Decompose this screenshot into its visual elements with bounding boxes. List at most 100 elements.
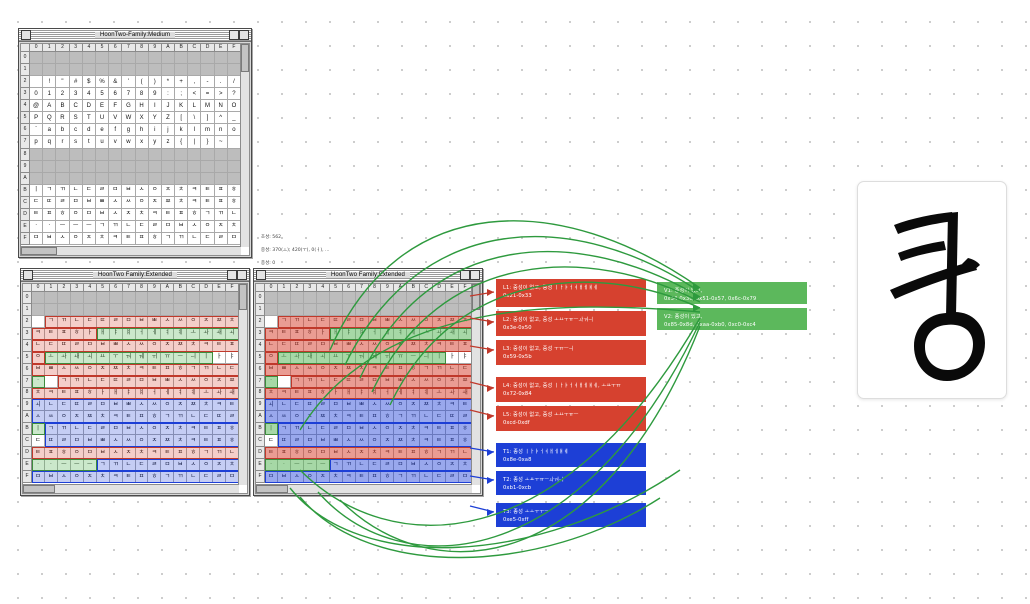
grid-cell[interactable]: ㅏ [446, 351, 460, 364]
grid-cell[interactable]: + [175, 76, 189, 89]
vertical-scrollbar-extended-middle[interactable] [471, 284, 480, 485]
grid-cell[interactable] [148, 64, 162, 77]
grid-cell[interactable]: ㄱ [277, 423, 291, 436]
grid-cell[interactable]: ㄴ [70, 423, 84, 436]
grid-cell[interactable]: ㅌ [44, 327, 58, 340]
window-close-button[interactable] [23, 270, 33, 280]
grid-cell[interactable]: ㅂ [407, 459, 421, 472]
grid-cell[interactable] [95, 172, 110, 185]
grid-row-header[interactable]: E [23, 459, 32, 472]
grid-cell[interactable]: ㅉ [420, 399, 434, 412]
grid-cell[interactable] [135, 52, 149, 65]
grid-cell[interactable]: ㄱ [57, 375, 71, 388]
grid-cell[interactable]: ㅅ [56, 232, 70, 245]
grid-cell[interactable]: y [148, 136, 162, 149]
grid-cell[interactable]: ㅊ [122, 363, 136, 376]
grid-cell[interactable]: ㄹ [122, 375, 136, 388]
grid-cell[interactable]: ㅗ [420, 327, 434, 340]
grid-cell[interactable] [277, 375, 291, 388]
grid-cell[interactable]: ㄸ [70, 399, 84, 412]
grid-cell[interactable] [420, 292, 434, 304]
grid-cell[interactable] [70, 292, 84, 304]
grid-cell[interactable]: ㅎ [56, 208, 70, 221]
grid-cell[interactable]: ㅇ [70, 471, 84, 483]
grid-cell[interactable]: ㅅ [135, 423, 149, 436]
grid-cell[interactable] [175, 172, 189, 185]
grid-row-header[interactable]: A [21, 172, 30, 185]
grid-cell[interactable] [122, 64, 136, 77]
grid-cell[interactable]: ㅖ [420, 387, 434, 400]
grid-cell[interactable]: ㅇ [303, 447, 317, 460]
grid-cell[interactable]: ㅂ [368, 315, 382, 328]
grid-cell[interactable] [433, 303, 447, 316]
grid-cell[interactable]: ㅇ [69, 208, 83, 221]
grid-col-header[interactable]: 0 [32, 284, 45, 292]
grid-cell[interactable]: ㄹ [316, 399, 330, 412]
grid-col-header[interactable]: 6 [109, 284, 123, 292]
grid-cell[interactable]: ㅇ [32, 351, 45, 364]
grid-cell[interactable]: ㄹ [148, 220, 162, 233]
grid-cell[interactable]: ㅇ [381, 423, 395, 436]
grid-cell[interactable]: ㄷ [201, 232, 215, 245]
grid-cell[interactable]: ㅂ [95, 208, 110, 221]
grid-cell[interactable]: e [95, 124, 110, 137]
grid-cell[interactable]: ㅊ [433, 399, 447, 412]
grid-cell[interactable]: ㅌ [148, 363, 162, 376]
grid-cell[interactable] [30, 172, 44, 185]
grid-cell[interactable]: ㄹ [148, 459, 162, 472]
grid-cell[interactable]: ㄴ [213, 363, 227, 376]
grid-cell[interactable]: ㅂ [122, 423, 136, 436]
grid-cell[interactable]: ㄲ [56, 184, 70, 197]
grid-cell[interactable]: = [201, 88, 215, 101]
grid-cell[interactable]: ㅃ [109, 339, 123, 352]
grid-cell[interactable] [381, 303, 395, 316]
grid-cell[interactable]: ㅎ [187, 447, 201, 460]
grid-cell[interactable]: ㅂ [174, 459, 188, 472]
grid-cell[interactable]: H [135, 100, 149, 113]
grid-cell[interactable]: ㅊ [187, 339, 201, 352]
grid-cell[interactable]: ㅈ [446, 459, 460, 472]
grid-cell[interactable] [290, 303, 304, 316]
grid-cell[interactable]: ㅌ [32, 447, 45, 460]
grid-cell[interactable] [30, 160, 44, 173]
grid-cell[interactable]: ㄹ [83, 399, 97, 412]
grid-cell[interactable]: ㅐ [342, 387, 356, 400]
grid-cell[interactable]: ㅌ [265, 447, 278, 460]
grid-cell[interactable]: ㅟ [148, 351, 162, 364]
grid-cell[interactable]: ㄹ [303, 339, 317, 352]
grid-cell[interactable]: ㅃ [355, 399, 369, 412]
grid-row-header[interactable]: 0 [256, 292, 265, 304]
grid-cell[interactable]: ㄴ [69, 184, 83, 197]
grid-col-header[interactable]: 8 [135, 284, 149, 292]
grid-cell[interactable]: ㅋ [200, 339, 214, 352]
grid-cell[interactable]: ㅡ [69, 220, 83, 233]
grid-cell[interactable]: B [56, 100, 70, 113]
grid-cell[interactable]: ㅈ [394, 339, 408, 352]
grid-cell[interactable]: ㄸ [342, 375, 356, 388]
grid-cell[interactable]: ㅖ [407, 327, 421, 340]
grid-cell[interactable]: ㅚ [32, 399, 45, 412]
grid-cell[interactable]: ㅍ [70, 387, 84, 400]
grid-cell[interactable] [213, 292, 227, 304]
grid-cell[interactable]: ㄹ [57, 435, 71, 448]
grid-cell[interactable]: i [148, 124, 162, 137]
grid-cell[interactable]: ㅌ [161, 447, 175, 460]
grid-cell[interactable] [43, 172, 57, 185]
grid-cell[interactable]: ㅊ [329, 471, 343, 483]
grid-cell[interactable]: ㅡ [407, 351, 421, 364]
grid-cell[interactable]: ㅙ [446, 327, 460, 340]
grid-cell[interactable]: ㅈ [174, 399, 188, 412]
grid-cell[interactable]: ㄲ [57, 423, 71, 436]
grid-cell[interactable] [265, 292, 278, 304]
grid-cell[interactable]: 2 [56, 88, 70, 101]
grid-cell[interactable] [82, 64, 96, 77]
grid-cell[interactable]: ㅞ [135, 351, 149, 364]
grid-cell[interactable]: ㅌ [446, 339, 460, 352]
grid-cell[interactable]: ㅂ [148, 375, 162, 388]
grid-cell[interactable] [122, 292, 136, 304]
grid-cell[interactable]: ㄸ [109, 375, 123, 388]
grid-cell[interactable]: ] [201, 112, 215, 125]
grid-cell[interactable]: ㄱ [394, 471, 408, 483]
